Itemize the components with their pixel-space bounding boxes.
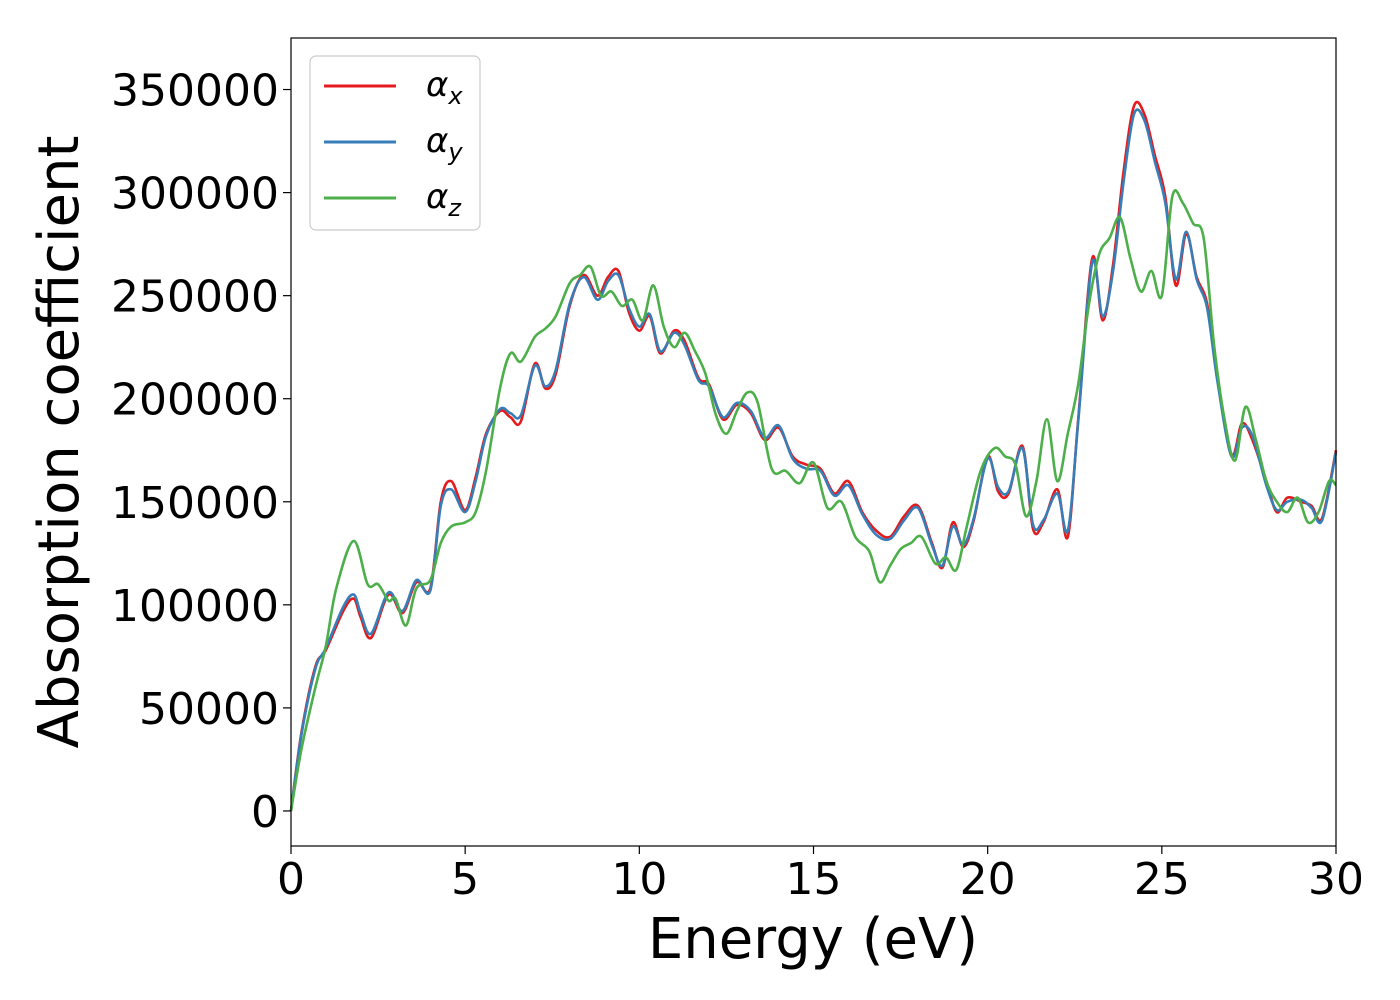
x-tick-label: 0: [277, 854, 305, 905]
legend-label-x: αx: [426, 65, 463, 110]
x-axis: 0 5 10 15 20 25 30: [277, 846, 1364, 905]
legend-label-y: αy: [426, 121, 463, 166]
y-tick-label: 100000: [111, 581, 279, 632]
series-line-y: [289, 108, 1338, 812]
x-tick-label: 15: [786, 854, 842, 905]
legend-label-z: αz: [426, 177, 462, 222]
series-layer: [289, 100, 1338, 812]
legend: αx αy αz: [309, 55, 481, 231]
y-axis: 0 50000 100000 150000 200000 250000 300000 3500…: [111, 66, 291, 838]
y-tick-label: 200000: [111, 375, 279, 426]
x-tick-label: 25: [1134, 854, 1190, 905]
y-tick-label: 300000: [111, 169, 279, 220]
y-tick-label: 50000: [139, 684, 279, 735]
x-tick-label: 10: [611, 854, 667, 905]
y-tick-label: 0: [251, 787, 279, 838]
y-axis-title: Absorption coefficient: [27, 136, 92, 749]
y-tick-label: 250000: [111, 272, 279, 323]
x-tick-label: 30: [1308, 854, 1364, 905]
x-axis-title: Energy (eV): [648, 907, 978, 972]
x-tick-label: 5: [451, 854, 479, 905]
y-tick-label: 150000: [111, 478, 279, 529]
y-tick-label: 350000: [111, 66, 279, 117]
x-tick-label: 20: [960, 854, 1016, 905]
series-line-z: [289, 189, 1337, 812]
